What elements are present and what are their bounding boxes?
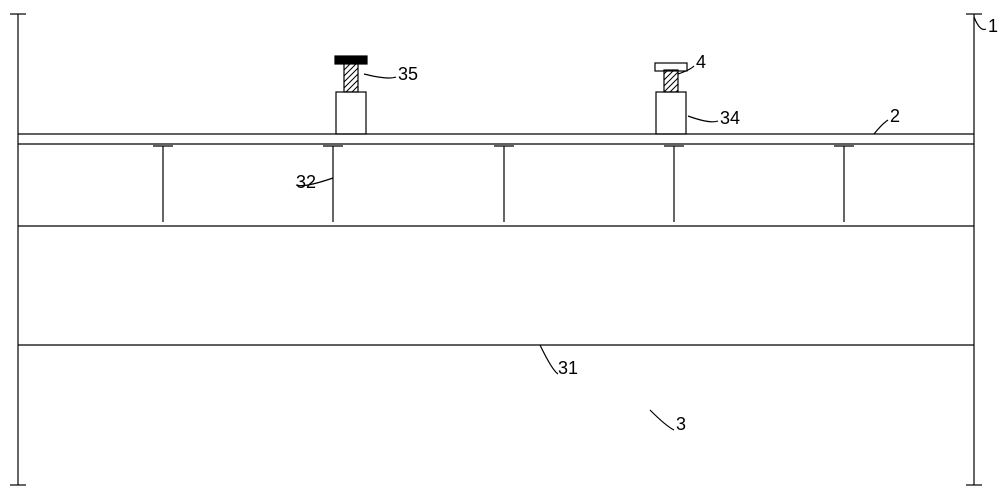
labels-group: 1 35 4 34 2 32 31 3 (296, 16, 998, 434)
label-32: 32 (296, 172, 316, 192)
cylinders-group (335, 56, 687, 134)
label-2: 2 (890, 106, 900, 126)
leader-2 (874, 120, 888, 134)
label-4: 4 (696, 52, 706, 72)
leader-3 (650, 410, 674, 430)
label-31: 31 (558, 358, 578, 378)
leader-34 (688, 116, 718, 122)
label-35: 35 (398, 64, 418, 84)
leader-4 (678, 66, 694, 74)
leader-1 (974, 17, 986, 30)
frame-group (10, 14, 982, 485)
label-34: 34 (720, 108, 740, 128)
label-3: 3 (676, 414, 686, 434)
surfaces-group (18, 134, 974, 345)
label-1: 1 (988, 16, 998, 36)
leader-31 (540, 345, 558, 374)
leader-35 (364, 74, 396, 78)
technical-diagram: 1 35 4 34 2 32 31 3 (0, 0, 1000, 500)
supports-group (153, 146, 854, 222)
